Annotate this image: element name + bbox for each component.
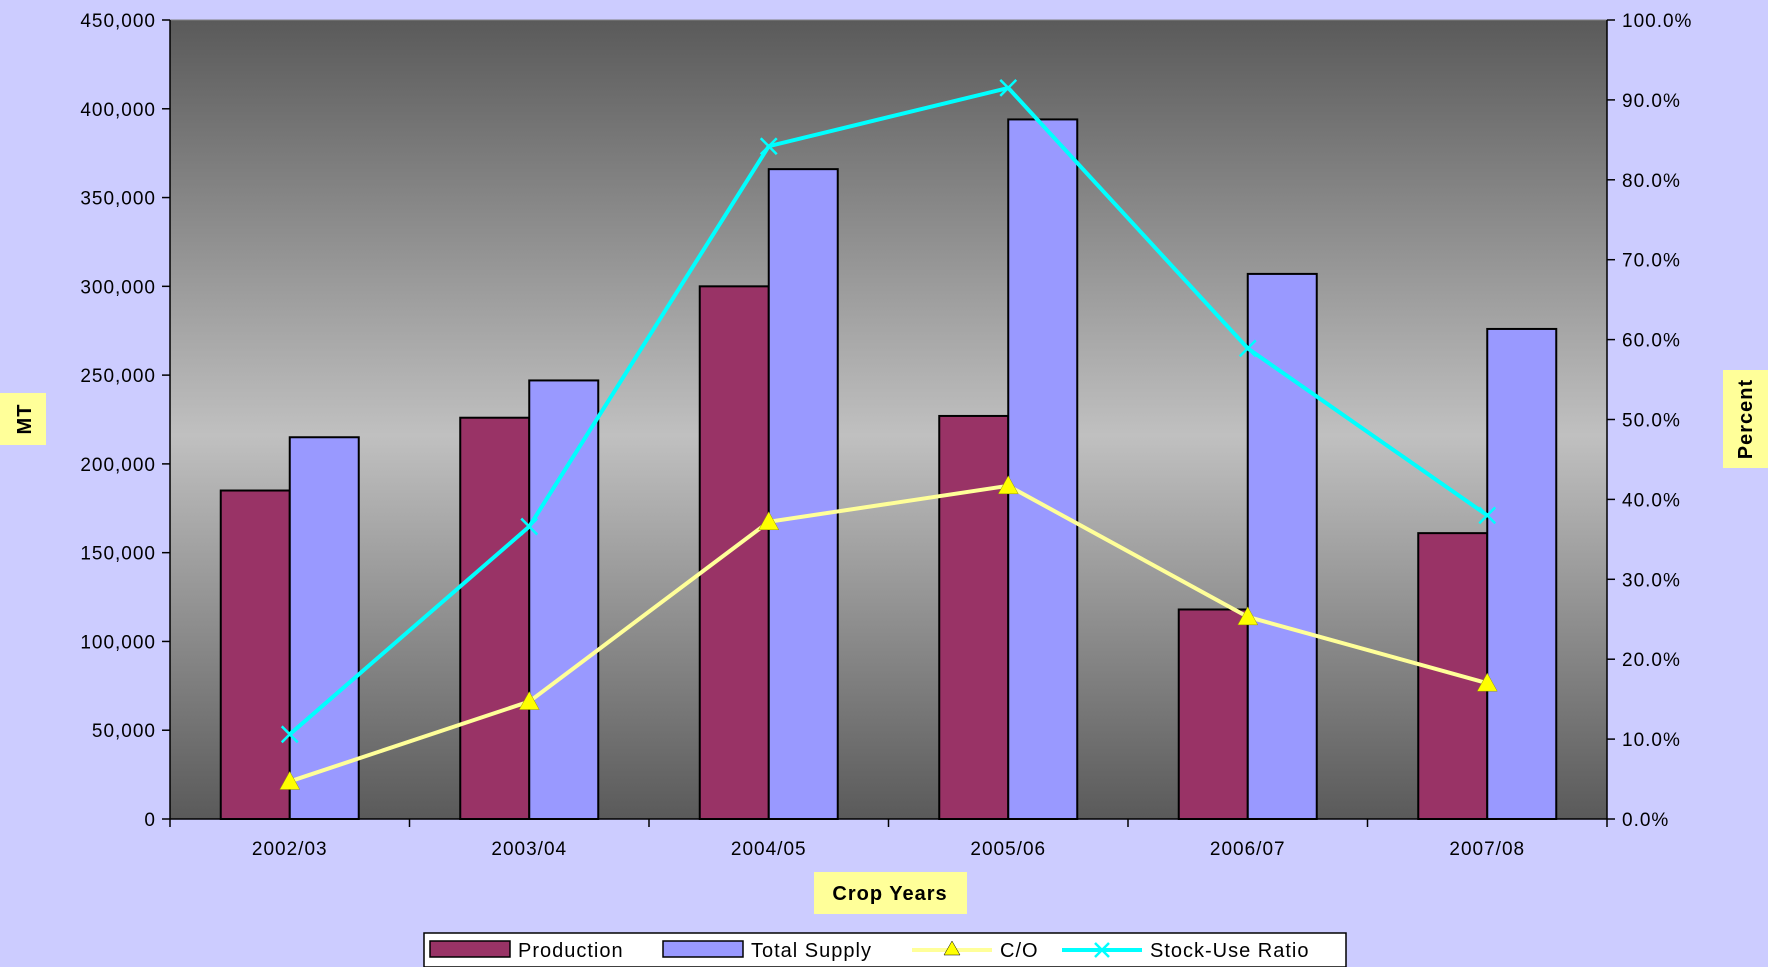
y2-tick-label: 90.0% xyxy=(1622,91,1681,112)
y-tick-label: 200,000 xyxy=(80,455,156,476)
bar-production-2007-08 xyxy=(1417,532,1489,820)
bar-production-2005-06 xyxy=(938,414,1010,820)
marker-stock-use-ratio-2007-08 xyxy=(1478,506,1497,525)
marker-stock-use-ratio-2006-07 xyxy=(1238,339,1257,358)
marker-c-o-2003-04 xyxy=(518,691,540,710)
marker-stock-use-ratio-2002-03 xyxy=(280,725,299,744)
x-tick-label: 2006/07 xyxy=(1210,839,1286,860)
marker-c-o-2004-05 xyxy=(758,511,780,531)
legend-item-production: Production xyxy=(429,940,624,962)
bar-production-2006-07 xyxy=(1177,608,1249,820)
y-tick-label: 0 xyxy=(144,810,156,831)
bar-total-supply-2006-07 xyxy=(1246,272,1318,821)
y-tick-label: 100,000 xyxy=(80,632,156,653)
bar-production-2002-03 xyxy=(219,489,291,820)
x-tick-label: 2002/03 xyxy=(252,839,328,860)
marker-c-o-2007-08 xyxy=(1476,672,1498,692)
y2-tick-label: 70.0% xyxy=(1622,251,1681,272)
y2-tick-label: 100.0% xyxy=(1622,11,1692,32)
x-tick-label: 2005/06 xyxy=(970,839,1046,860)
legend-item-total-supply: Total Supply xyxy=(662,940,872,962)
svg-text:Production: Production xyxy=(518,940,624,962)
plot-area xyxy=(169,19,1608,820)
y2-tick-label: 40.0% xyxy=(1622,490,1681,511)
y-tick-label: 350,000 xyxy=(80,189,156,210)
svg-text:MT: MT xyxy=(14,404,36,435)
bar-production-2004-05 xyxy=(698,285,770,821)
svg-text:Crop Years: Crop Years xyxy=(832,883,947,905)
svg-text:C/O: C/O xyxy=(1000,940,1039,962)
marker-c-o-2005-06 xyxy=(997,475,1019,495)
bar-production-2003-04 xyxy=(459,416,531,820)
bar-total-supply-2004-05 xyxy=(767,168,839,820)
marker-c-o-2006-07 xyxy=(1237,606,1259,626)
y-tick-label: 450,000 xyxy=(80,11,156,32)
y2-tick-label: 30.0% xyxy=(1622,570,1681,591)
y2-tick-label: 60.0% xyxy=(1622,331,1681,352)
marker-stock-use-ratio-2003-04 xyxy=(520,517,539,536)
legend: Production Total Supply C/O Stock-Use Ra… xyxy=(423,932,1347,967)
svg-text:Stock-Use Ratio: Stock-Use Ratio xyxy=(1150,940,1310,962)
y-tick-label: 50,000 xyxy=(92,721,156,742)
marker-c-o-2002-03 xyxy=(279,770,301,790)
marker-stock-use-ratio-2004-05 xyxy=(759,137,778,156)
bar-total-supply-2002-03 xyxy=(288,436,360,820)
marker-stock-use-ratio-2005-06 xyxy=(999,79,1018,97)
line-stock-use-ratio xyxy=(288,85,1489,736)
y2-tick-label: 80.0% xyxy=(1622,171,1681,192)
y-tick-label: 400,000 xyxy=(80,100,156,121)
bar-total-supply-2005-06 xyxy=(1007,118,1079,821)
x-tick-label: 2004/05 xyxy=(731,839,807,860)
y-axis-title: MT xyxy=(0,393,46,445)
y2-tick-label: 50.0% xyxy=(1622,411,1681,432)
legend-item-stock-use-ratio: Stock-Use Ratio xyxy=(1062,940,1310,962)
y-tick-label: 250,000 xyxy=(80,366,156,387)
legend-item-co: C/O xyxy=(912,940,1039,962)
y2-tick-label: 10.0% xyxy=(1622,730,1681,751)
svg-text:Total Supply: Total Supply xyxy=(751,940,872,962)
y-tick-label: 300,000 xyxy=(80,277,156,298)
x-tick-label: 2007/08 xyxy=(1449,839,1525,860)
x-tick-label: 2003/04 xyxy=(491,839,567,860)
line-c-o xyxy=(289,483,1488,784)
y2-tick-label: 20.0% xyxy=(1622,650,1681,671)
bar-total-supply-2003-04 xyxy=(528,379,600,820)
y2-tick-label: 0.0% xyxy=(1622,810,1669,831)
svg-text:Percent: Percent xyxy=(1735,379,1757,459)
bar-total-supply-2007-08 xyxy=(1486,327,1558,820)
y-tick-label: 150,000 xyxy=(80,544,156,565)
x-axis-title: Crop Years xyxy=(814,872,967,914)
y2-axis-title: Percent xyxy=(1723,370,1768,468)
